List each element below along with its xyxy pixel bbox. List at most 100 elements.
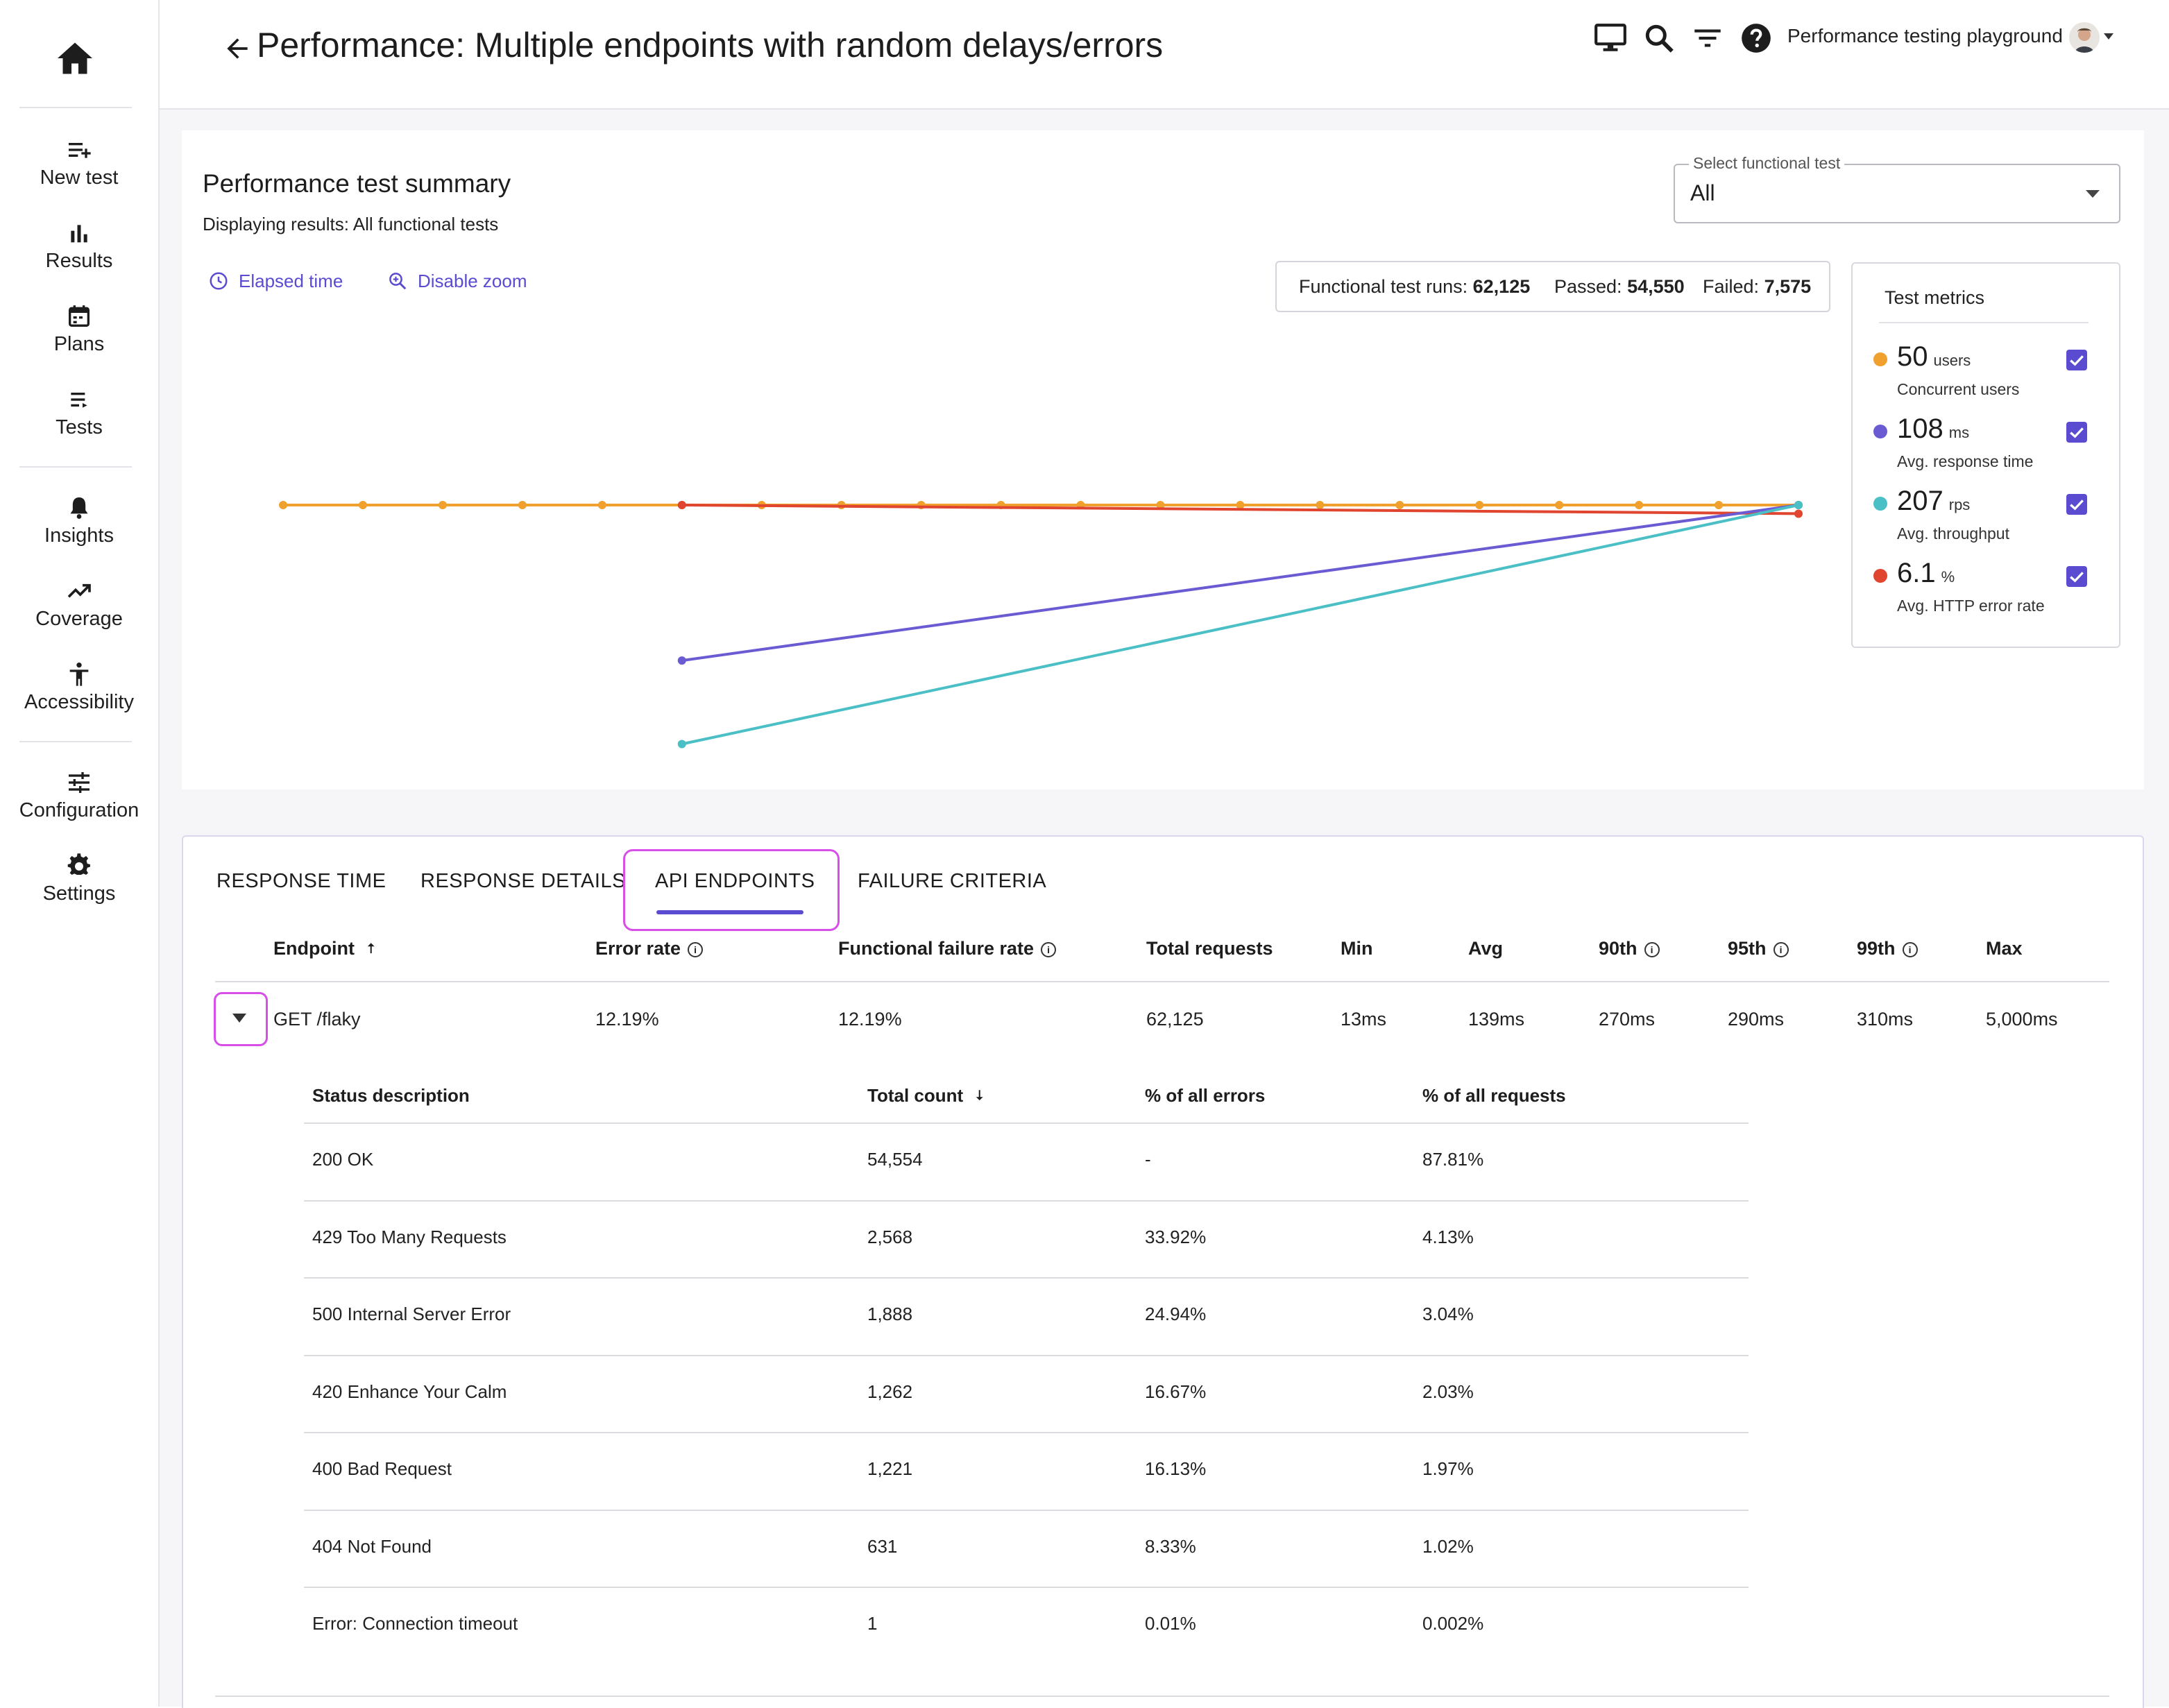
status-row-divider — [304, 1122, 1749, 1124]
zoom-icon — [389, 273, 407, 290]
help-icon[interactable] — [1739, 21, 1774, 55]
sidebar-divider — [19, 107, 132, 108]
info-icon[interactable]: i — [688, 942, 704, 957]
data-point[interactable] — [438, 501, 447, 509]
sidebar-item-settings[interactable]: Settings — [0, 852, 158, 905]
status-percent-requests: 0.002% — [1422, 1613, 1484, 1634]
data-point[interactable] — [359, 501, 367, 509]
top-header: Performance: Multiple endpoints with ran… — [160, 0, 2169, 110]
data-point[interactable] — [1156, 501, 1165, 509]
tab-failure-criteria[interactable]: FAILURE CRITERIA — [858, 870, 1047, 892]
info-icon[interactable]: i — [1902, 942, 1918, 957]
sidebar-item-tests[interactable]: Tests — [0, 386, 158, 439]
sidebar-item-configuration[interactable]: Configuration — [0, 769, 158, 822]
sidebar-item-label: Results — [45, 250, 113, 272]
data-point[interactable] — [1475, 501, 1484, 509]
series-color-dot — [1873, 352, 1887, 366]
sidebar-divider — [19, 741, 132, 742]
info-icon[interactable]: i — [1644, 942, 1660, 957]
sidebar-item-plans[interactable]: Plans — [0, 302, 158, 356]
collapse-row-button[interactable] — [214, 992, 268, 1046]
sidebar-item-new-test[interactable]: New test — [0, 136, 158, 189]
col-header-p90: 90th i — [1599, 938, 1660, 959]
status-percent-errors: 8.33% — [1145, 1535, 1196, 1557]
series-line-avg-throughput[interactable] — [681, 504, 1799, 746]
back-arrow-icon[interactable] — [222, 33, 253, 64]
status-percent-errors: 33.92% — [1145, 1226, 1207, 1247]
workspace-switcher[interactable]: Performance testing playground — [1787, 25, 2063, 46]
monitor-icon[interactable] — [1593, 21, 1628, 55]
col-header-total-count[interactable]: Total count — [867, 1085, 987, 1107]
user-avatar-icon — [2069, 22, 2100, 53]
metric-toggle-checkbox[interactable] — [2066, 350, 2087, 370]
performance-line-chart[interactable]: 3:58:053:59:054:00:054:01:054:02:054:03:… — [182, 297, 1833, 769]
table-bottom-divider — [215, 1696, 2109, 1697]
sidebar-item-accessibility[interactable]: Accessibility — [0, 660, 158, 714]
elapsed-time-button[interactable]: Elapsed time — [208, 271, 343, 292]
search-icon[interactable] — [1642, 21, 1676, 55]
metric-toggle-checkbox[interactable] — [2066, 422, 2087, 443]
data-point[interactable] — [677, 656, 686, 665]
functional-test-select[interactable]: Select functional test All — [1674, 154, 2120, 223]
data-point[interactable] — [1794, 509, 1803, 518]
status-total-count: 54,554 — [867, 1149, 923, 1170]
data-point[interactable] — [1635, 501, 1644, 509]
check-icon — [2070, 499, 2084, 511]
sort-ascending-icon — [368, 943, 375, 954]
filter-icon[interactable] — [1690, 21, 1725, 55]
data-point[interactable] — [279, 501, 288, 509]
avatar[interactable] — [2069, 22, 2100, 53]
data-point[interactable] — [1236, 501, 1245, 509]
sidebar-item-coverage[interactable]: Coverage — [0, 577, 158, 631]
sidebar: New test Results Plans Tests Insights — [0, 0, 160, 1707]
metric-description: Avg. throughput — [1897, 524, 2009, 543]
data-point[interactable] — [518, 501, 527, 509]
status-percent-errors: 0.01% — [1145, 1613, 1196, 1634]
data-point[interactable] — [1794, 501, 1803, 509]
tab-api-endpoints[interactable]: API ENDPOINTS — [655, 870, 815, 892]
test-runs-summary: Functional test runs: 62,125 Passed: 54,… — [1275, 261, 1830, 312]
status-total-count: 1,262 — [867, 1381, 913, 1402]
status-row-divider — [304, 1509, 1749, 1511]
col-header-functional-failure-rate: Functional failure rate i — [838, 938, 1057, 959]
series-color-dot — [1873, 497, 1887, 511]
info-icon[interactable]: i — [1041, 942, 1057, 957]
disable-zoom-button[interactable]: Disable zoom — [387, 271, 527, 292]
status-percent-errors: - — [1145, 1149, 1151, 1170]
col-header-min: Min — [1341, 938, 1373, 959]
sidebar-item-label: Tests — [56, 416, 103, 438]
status-total-count: 2,568 — [867, 1226, 913, 1247]
data-point[interactable] — [1555, 501, 1564, 509]
tab-response-details[interactable]: RESPONSE DETAILS — [420, 870, 626, 892]
endpoint-max: 5,000ms — [1986, 1009, 2058, 1030]
endpoint-p99: 310ms — [1857, 1009, 1914, 1030]
data-point[interactable] — [677, 501, 686, 509]
metrics-title: Test metrics — [1885, 287, 1985, 308]
tab-response-time[interactable]: RESPONSE TIME — [216, 870, 386, 892]
trending-up-icon — [67, 583, 91, 598]
data-point[interactable] — [597, 501, 606, 509]
active-tab-indicator — [656, 910, 803, 914]
home-icon[interactable] — [54, 37, 96, 79]
data-point[interactable] — [1395, 501, 1404, 509]
metric-toggle-checkbox[interactable] — [2066, 494, 2087, 515]
status-total-count: 1,221 — [867, 1458, 913, 1479]
series-line-avg-response-time[interactable] — [681, 504, 1799, 663]
data-point[interactable] — [1316, 501, 1325, 509]
chevron-down-icon[interactable] — [2104, 33, 2113, 40]
data-point[interactable] — [1715, 501, 1724, 509]
sidebar-item-results[interactable]: Results — [0, 219, 158, 273]
details-card: RESPONSE TIME RESPONSE DETAILS API ENDPO… — [182, 835, 2144, 1708]
metric-toggle-checkbox[interactable] — [2066, 566, 2087, 587]
sidebar-item-insights[interactable]: Insights — [0, 494, 158, 547]
data-point[interactable] — [677, 740, 686, 749]
col-header-endpoint[interactable]: Endpoint — [273, 938, 379, 959]
metric-value: 207 rps — [1897, 486, 1971, 516]
sliders-icon — [69, 772, 90, 793]
info-icon[interactable]: i — [1773, 942, 1789, 957]
metric-concurrent-users: 50 users Concurrent users — [1873, 341, 2102, 404]
series-line-avg-http-error-rate[interactable] — [681, 504, 1799, 515]
bell-icon — [70, 497, 88, 519]
sidebar-item-label: Insights — [44, 524, 114, 547]
endpoint-total-requests: 62,125 — [1146, 1009, 1204, 1030]
